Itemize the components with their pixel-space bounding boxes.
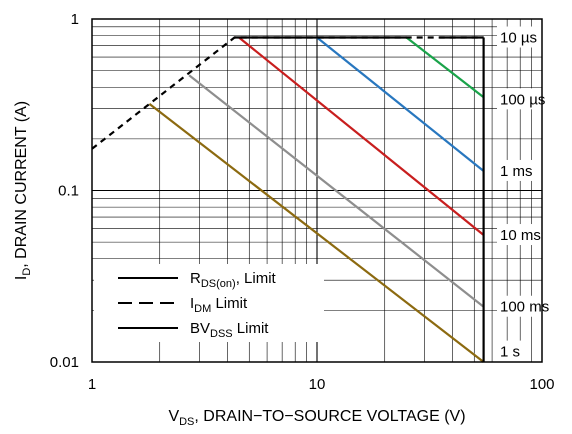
y-tick-label: 1 xyxy=(71,11,79,28)
series-layer xyxy=(91,36,485,363)
series-line xyxy=(91,36,484,150)
pulse-label-background xyxy=(497,88,555,110)
series-line xyxy=(405,36,485,99)
y-tick-label: 0.01 xyxy=(50,354,79,371)
pulse-label: 100 ms xyxy=(500,299,549,316)
series-line xyxy=(238,36,485,236)
plot-frame xyxy=(91,18,543,363)
x-tick-label: 1 xyxy=(88,376,96,393)
pulse-label-background xyxy=(497,295,555,317)
pulse-label-background xyxy=(497,340,529,362)
legend-label: RDS(on), Limit xyxy=(190,270,277,290)
pulse-label: 100 µs xyxy=(500,91,545,108)
legend-label: IDM Limit xyxy=(190,295,248,315)
pulse-label: 1 ms xyxy=(500,163,533,180)
series-line xyxy=(316,36,485,172)
pulse-label-background xyxy=(497,26,546,48)
x-tick-label: 10 xyxy=(309,376,326,393)
x-axis-label: VDS, DRAIN−TO−SOURCE VOLTAGE (V) xyxy=(168,408,465,428)
pulse-label-background xyxy=(497,224,546,246)
x-tick-label: 100 xyxy=(529,376,554,393)
y-axis-label: ID, DRAIN CURRENT (A) xyxy=(13,101,33,280)
pulse-label: 10 ms xyxy=(500,227,541,244)
legend-label: BVDSS Limit xyxy=(190,320,269,340)
tick-labels: 1 10 100 1 0.1 0.01 xyxy=(50,11,555,393)
legend: RDS(on), Limit IDM Limit BVDSS Limit xyxy=(118,270,277,340)
grid xyxy=(92,19,555,362)
series-line xyxy=(188,74,485,308)
y-tick-label: 0.1 xyxy=(58,183,79,200)
series-line xyxy=(148,103,485,363)
pulse-labels: 10 µs 100 µs 1 ms 10 ms 100 ms 1 s xyxy=(500,30,549,361)
pulse-label: 1 s xyxy=(500,344,520,361)
pulse-label: 10 µs xyxy=(500,30,537,47)
pulse-label-background xyxy=(497,159,538,181)
